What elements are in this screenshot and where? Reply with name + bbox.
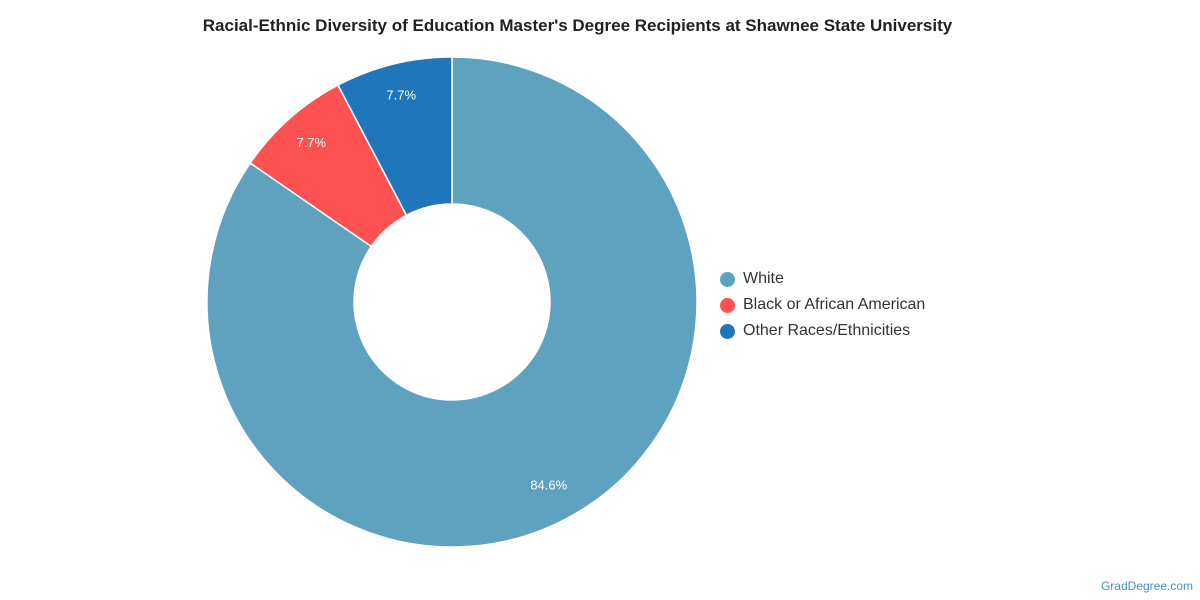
legend-swatch-other xyxy=(720,323,735,339)
graddegree-watermark[interactable]: GradDegree.com xyxy=(1100,579,1193,593)
legend-item-black[interactable]: Black or African American xyxy=(720,292,925,318)
legend-label-other: Other Races/Ethnicities xyxy=(743,322,911,339)
slice-data-label-2: 7.7% xyxy=(386,88,416,103)
donut-slice-0[interactable] xyxy=(206,56,698,548)
legend-item-white[interactable]: White xyxy=(720,266,925,292)
legend-label-white: White xyxy=(743,270,784,287)
chart-title: Racial-Ethnic Diversity of Education Mas… xyxy=(202,16,953,35)
slice-data-label-0: 84.6% xyxy=(530,478,567,493)
chart-legend: White Black or African American Other Ra… xyxy=(720,266,925,344)
legend-item-other[interactable]: Other Races/Ethnicities xyxy=(720,318,925,344)
legend-label-black: Black or African American xyxy=(743,296,926,313)
donut-slice-2[interactable] xyxy=(337,56,453,217)
legend-swatch-white xyxy=(720,271,735,287)
slice-data-label-1: 7.7% xyxy=(296,135,326,150)
legend-swatch-black xyxy=(720,297,735,313)
